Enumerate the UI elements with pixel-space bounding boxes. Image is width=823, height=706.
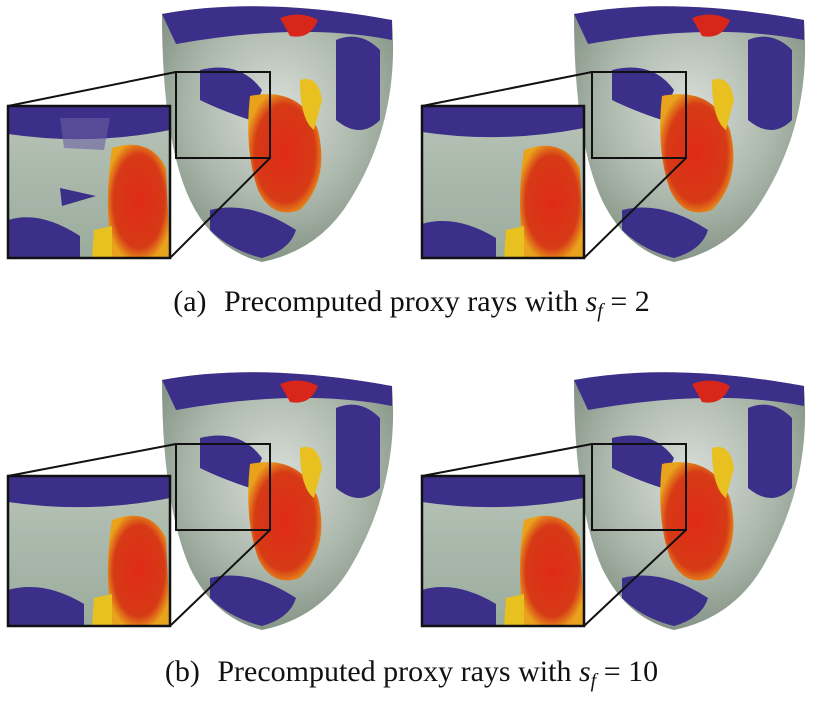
figure-panel-a: (a) Precomputed proxy rays with sf = 2 — [0, 0, 823, 340]
caption-b: (b) Precomputed proxy rays with sf = 10 — [0, 655, 823, 692]
caption-b-text: Precomputed proxy rays with — [217, 655, 572, 688]
caption-a-math-var: s — [585, 285, 598, 318]
caption-a-label: (a) — [173, 285, 207, 318]
caption-a-math-sub: f — [597, 300, 603, 322]
caption-b-math-value: = 10 — [603, 655, 659, 688]
caption-a-math-value: = 2 — [610, 285, 650, 318]
heart-render-a-right — [412, 0, 823, 270]
caption-b-label: (b) — [164, 655, 200, 688]
caption-a: (a) Precomputed proxy rays with sf = 2 — [0, 285, 823, 322]
figure-panel-b: (b) Precomputed proxy rays with sf = 10 — [0, 354, 823, 706]
caption-a-text: Precomputed proxy rays with — [224, 285, 579, 318]
heart-render-a-left — [0, 0, 411, 270]
heart-render-b-right — [412, 354, 823, 630]
caption-b-math-var: s — [578, 655, 591, 688]
caption-b-math-sub: f — [590, 670, 597, 692]
heart-render-b-left — [0, 354, 411, 630]
